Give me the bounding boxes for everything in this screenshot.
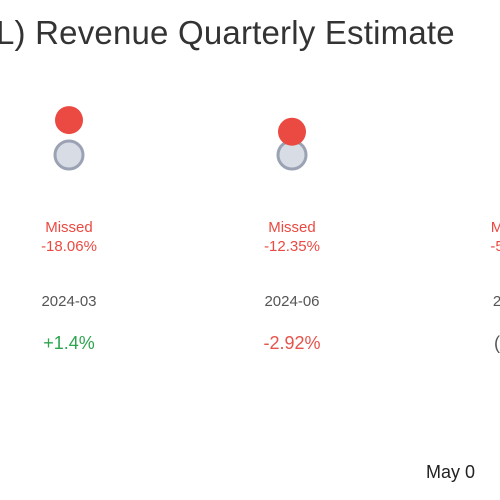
surprise-label: -12.35% bbox=[264, 238, 320, 255]
period-label: 2024-06 bbox=[264, 293, 319, 310]
period-label: 2 bbox=[493, 293, 500, 310]
estimate-marker bbox=[53, 139, 85, 171]
status-label: Missed bbox=[45, 219, 93, 236]
footer-date: May 0 bbox=[426, 462, 476, 482]
actual-marker bbox=[278, 117, 306, 146]
change-label: +1.4% bbox=[43, 333, 95, 353]
chart-title: L) Revenue Quarterly Estimate bbox=[0, 14, 455, 51]
surprise-label: -18.06% bbox=[41, 238, 97, 255]
status-label: Missed bbox=[268, 219, 316, 236]
surprise-label: -5 bbox=[490, 238, 500, 255]
status-label: M bbox=[491, 219, 500, 236]
period-label: 2024-03 bbox=[41, 293, 96, 310]
change-label: -2.92% bbox=[263, 333, 320, 353]
change-label: ( bbox=[494, 333, 500, 353]
actual-marker bbox=[55, 106, 83, 135]
